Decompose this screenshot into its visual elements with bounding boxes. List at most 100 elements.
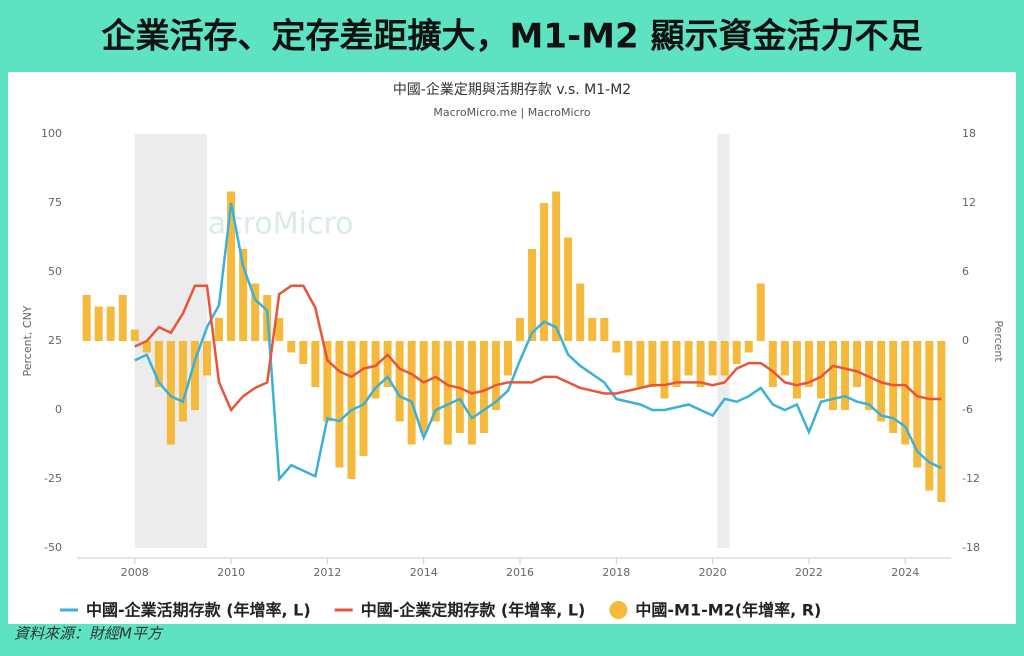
line [134, 202, 942, 483]
bar [190, 341, 199, 410]
x-tick-label: 2022 [795, 566, 823, 579]
x-tick-label: 2014 [410, 566, 438, 579]
bar [239, 249, 248, 341]
x-tick-label: 2012 [313, 566, 341, 579]
bar [419, 341, 428, 433]
bar [431, 341, 440, 422]
bar [792, 341, 801, 399]
bar [311, 341, 320, 387]
x-tick-label: 2018 [602, 566, 630, 579]
bar [925, 341, 934, 491]
bar [106, 306, 115, 341]
bar [672, 341, 681, 387]
bar [479, 341, 488, 433]
bar [588, 318, 597, 341]
y-tick-label: 25 [48, 334, 62, 347]
bar [696, 341, 705, 387]
bar [540, 203, 549, 341]
bar [660, 341, 669, 399]
bar [516, 318, 525, 341]
bar [624, 341, 633, 376]
bar [732, 341, 741, 364]
bar [853, 341, 862, 387]
bar [841, 341, 850, 410]
bar [708, 341, 717, 376]
bar [443, 341, 452, 445]
bar [576, 283, 585, 341]
y2-tick-label: 18 [962, 127, 976, 140]
bar [154, 341, 163, 387]
legend-label: 中國-企業定期存款 (年增率, L) [361, 601, 586, 620]
y-axis-title: Percent, CNY [21, 305, 34, 376]
chart-title: 中國-企業定期與活期存款 v.s. M1-M2 [393, 81, 631, 98]
bar [901, 341, 910, 445]
subtitle: MacroMicro.me | MacroMicro [433, 106, 591, 119]
bar [130, 329, 139, 341]
bar [612, 341, 621, 353]
bar [756, 283, 765, 341]
y-tick-label: 100 [41, 127, 62, 140]
y2-tick-label: -18 [962, 541, 980, 554]
bar [407, 341, 416, 445]
header-title: 企業活存、定存差距擴大，M1-M2 顯示資金活力不足 [102, 17, 923, 57]
bar [359, 341, 368, 456]
x-tick-label: 2008 [121, 566, 149, 579]
bar [600, 318, 609, 341]
bar [636, 341, 645, 387]
bar [491, 341, 500, 410]
bar [804, 341, 813, 387]
bar [503, 341, 512, 376]
legend: 中國-企業活期存款 (年增率, L) 中國-企業定期存款 (年增率, L) 中國-M… [60, 601, 821, 620]
y2-tick-label: 0 [962, 334, 969, 347]
bar [816, 341, 825, 399]
bar [82, 295, 91, 341]
y2-tick-label: 12 [962, 196, 976, 209]
bar [768, 341, 777, 387]
x-tick-label: 2024 [891, 566, 919, 579]
bar [215, 318, 224, 341]
bar [913, 341, 922, 468]
bar [552, 191, 561, 341]
line [134, 284, 942, 413]
y-tick-label: 0 [55, 403, 62, 416]
bar [564, 237, 573, 341]
bar [178, 341, 187, 422]
legend-label: 中國-M1-M2(年增率, R) [635, 601, 821, 620]
bar [744, 341, 753, 353]
bar [166, 341, 175, 445]
bar [335, 341, 344, 468]
bar [227, 191, 236, 341]
y-tick-label: 50 [48, 265, 62, 278]
x-tick-label: 2010 [217, 566, 245, 579]
bar [94, 306, 103, 341]
y2-tick-label: 6 [962, 265, 969, 278]
legend-label: 中國-企業活期存款 (年增率, L) [86, 601, 311, 620]
y2-tick-label: -6 [962, 403, 973, 416]
bar [323, 341, 332, 422]
bar [275, 318, 284, 341]
bar [829, 341, 838, 410]
bar [287, 341, 296, 353]
y-tick-label: -25 [44, 472, 62, 485]
bar [865, 341, 874, 410]
y-tick-label: -50 [44, 541, 62, 554]
bar [203, 341, 212, 376]
bar [684, 341, 693, 376]
plot: -50 -25 0 25 50 75 100 -18 -12 -6 0 6 12 18 2008 2010 20… [41, 127, 980, 579]
bar [780, 341, 789, 376]
legend-swatch [609, 601, 628, 619]
bar [118, 295, 127, 341]
y2-axis-title: Percent [992, 320, 1005, 362]
bar [937, 341, 946, 502]
bar [648, 341, 657, 387]
bar [383, 341, 392, 387]
bar [299, 341, 308, 364]
bar [251, 283, 260, 341]
bar [720, 341, 729, 376]
x-tick-label: 2016 [506, 566, 534, 579]
y2-tick-label: -12 [962, 472, 980, 485]
watermark: MacroMicro [182, 207, 354, 242]
x-tick-label: 2020 [699, 566, 727, 579]
bar [889, 341, 898, 433]
